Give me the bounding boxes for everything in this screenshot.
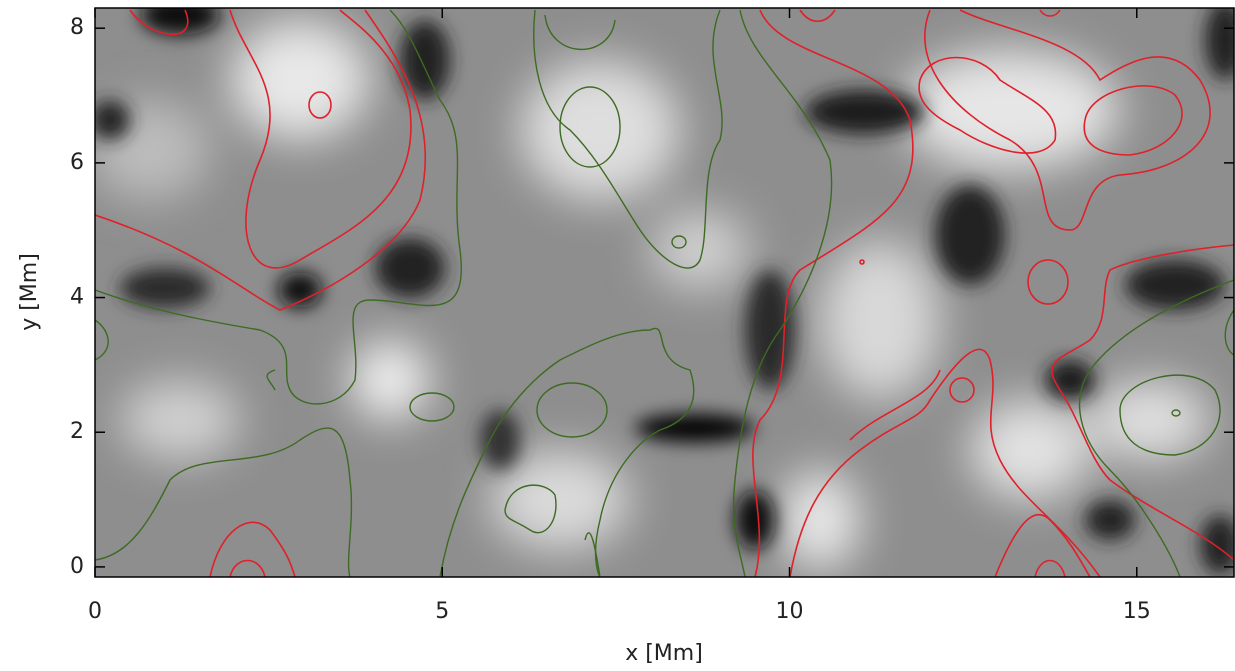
y-axis-title: y [Mm] — [17, 253, 42, 331]
x-tick-label: 15 — [1123, 599, 1151, 624]
intensity-map — [90, 0, 1235, 577]
x-tick-label: 10 — [776, 599, 804, 624]
y-tick-label: 4 — [70, 285, 84, 310]
chart: x [Mm] y [Mm] 0 5 10 15 0 2 4 6 8 — [0, 0, 1235, 671]
y-tick-label: 2 — [70, 419, 84, 444]
x-tick-label: 0 — [88, 599, 102, 624]
y-tick-label: 8 — [70, 15, 84, 40]
y-tick-label: 0 — [70, 554, 84, 579]
y-tick-label: 6 — [70, 150, 84, 175]
x-axis-title: x [Mm] — [625, 641, 703, 666]
x-tick-label: 5 — [435, 599, 449, 624]
